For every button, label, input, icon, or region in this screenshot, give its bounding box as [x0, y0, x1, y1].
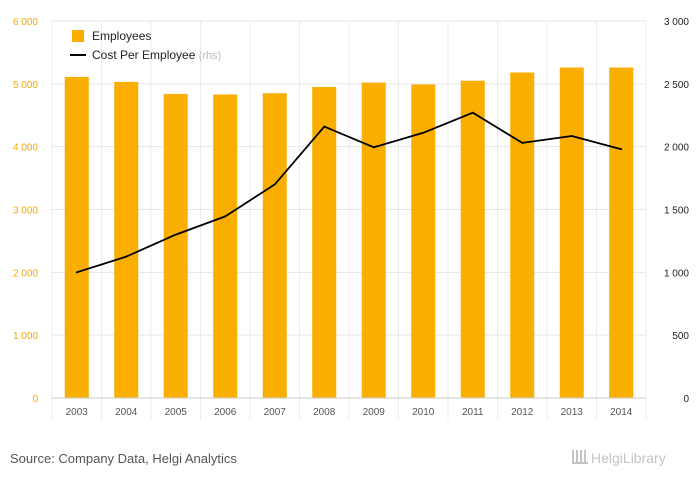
y-left-tick-label: 4 000	[13, 143, 38, 154]
legend: Employees Cost Per Employee (rhs)	[70, 29, 221, 62]
bar-employees	[559, 67, 584, 398]
y-left-tick-label: 5 000	[13, 80, 38, 91]
bar-employees	[114, 81, 139, 398]
library-icon	[572, 450, 588, 464]
legend-label-cost: Cost Per Employee (rhs)	[92, 48, 221, 62]
x-tick-label: 2003	[66, 407, 89, 418]
line-point	[75, 271, 78, 274]
line-point	[620, 148, 623, 151]
x-tick-label: 2004	[115, 407, 138, 418]
x-tick-label: 2005	[165, 407, 188, 418]
bar-employees	[163, 93, 188, 399]
axes: 0 1 000 2 000 3 000 4 000 5 000 6 000 0 500 1 000…	[13, 17, 689, 418]
line-point	[273, 183, 276, 186]
line-point	[471, 111, 474, 114]
line-point	[174, 233, 177, 236]
y-right-tick-label: 0	[683, 394, 689, 405]
legend-note-rhs: (rhs)	[199, 50, 222, 62]
bar-employees	[510, 72, 535, 399]
source-note: Source: Company Data, Helgi Analytics	[10, 451, 237, 466]
y-right-tick-label: 1 000	[664, 268, 689, 279]
y-left-tick-label: 1 000	[13, 331, 38, 342]
line-point	[224, 215, 227, 218]
helgi-library-logo: HelgiLibrary	[572, 450, 666, 466]
y-left-tick-label: 6 000	[13, 17, 38, 28]
legend-label-employees: Employees	[92, 29, 151, 43]
line-point	[125, 255, 128, 258]
line-point	[521, 141, 524, 144]
bar-employees	[213, 94, 238, 398]
grid-lines	[51, 20, 647, 420]
bar-employees	[262, 93, 287, 398]
logo-text: HelgiLibrary	[591, 450, 666, 466]
line-point	[422, 131, 425, 134]
combo-chart: 0 1 000 2 000 3 000 4 000 5 000 6 000 0 500 1 000…	[13, 17, 689, 420]
x-tick-label: 2006	[214, 407, 237, 418]
x-tick-label: 2012	[511, 407, 534, 418]
employee-bars	[64, 67, 634, 399]
y-right-tick-label: 1 500	[664, 206, 689, 217]
bar-employees	[609, 67, 634, 398]
y-left-tick-label: 3 000	[13, 206, 38, 217]
cost-line	[75, 111, 623, 274]
y-right-tick-label: 500	[672, 331, 689, 342]
line-point	[372, 146, 375, 149]
x-tick-label: 2007	[264, 407, 287, 418]
x-tick-label: 2014	[610, 407, 633, 418]
y-right-tick-label: 2 500	[664, 80, 689, 91]
y-left-tick-label: 2 000	[13, 268, 38, 279]
x-tick-label: 2011	[462, 407, 484, 418]
bar-employees	[361, 82, 386, 399]
bar-employees	[460, 80, 485, 399]
bar-employees	[64, 76, 89, 399]
x-tick-label: 2009	[363, 407, 386, 418]
bar-employees	[411, 84, 436, 398]
line-cost-per-employee	[76, 111, 622, 274]
x-tick-label: 2008	[313, 407, 336, 418]
line-point	[323, 125, 326, 128]
x-tick-label: 2013	[561, 407, 584, 418]
line-point	[570, 135, 573, 137]
bar-employees	[312, 86, 337, 398]
y-left-tick-label: 0	[32, 394, 38, 405]
y-right-tick-label: 2 000	[664, 143, 689, 154]
y-right-tick-label: 3 000	[664, 17, 689, 28]
x-tick-label: 2010	[412, 407, 435, 418]
legend-swatch-employees	[72, 30, 84, 42]
